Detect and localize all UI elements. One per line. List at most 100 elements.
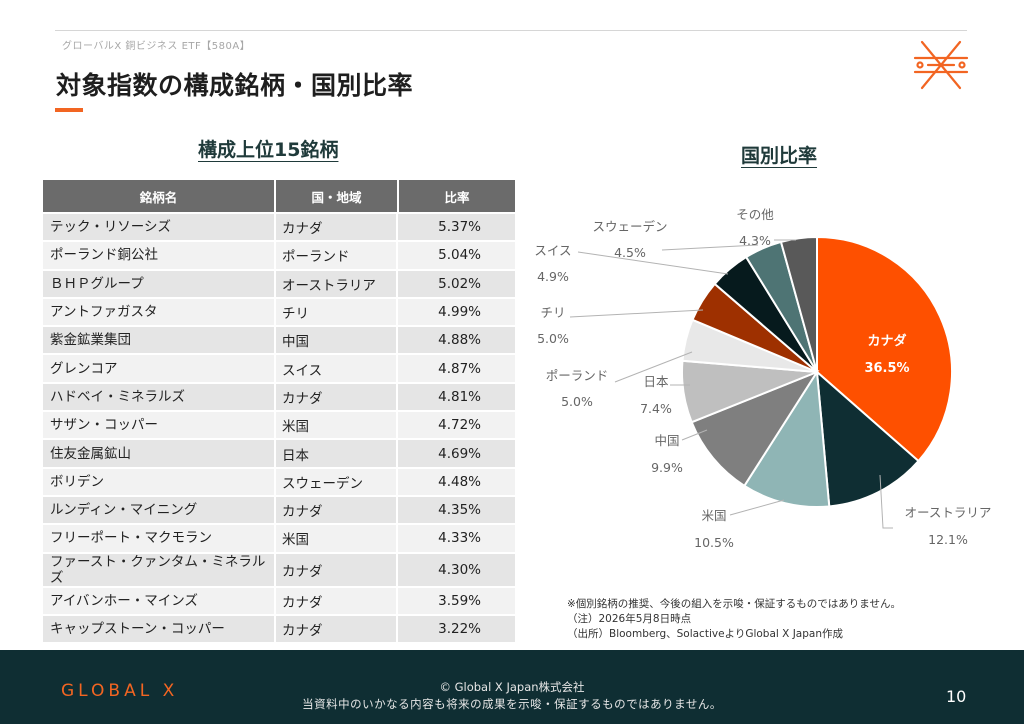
- leader-line: [661, 244, 759, 251]
- fund-name: グローバルX 銅ビジネス ETF【580A】: [62, 41, 251, 52]
- table-row: テック・リソーシズ カナダ 5.37%: [43, 212, 515, 241]
- table-row: ボリデン スウェーデン 4.48%: [43, 466, 515, 495]
- pie-slice: [742, 368, 831, 508]
- stock-weight: 4.87%: [438, 360, 481, 377]
- footer: GLOBAL X © Global X Japan株式会社 当資料中のいかなる内…: [0, 650, 1024, 724]
- slice-value-label: 7.4%: [640, 401, 672, 416]
- table-row: アイバンホー・マインズ カナダ 3.59%: [43, 585, 515, 614]
- leader-line: [569, 309, 704, 318]
- stock-weight: 4.88%: [438, 332, 481, 349]
- stock-name: アイバンホー・マインズ: [43, 587, 276, 614]
- column-header-name: 銘柄名: [43, 180, 277, 212]
- slice-label: スイス: [534, 243, 571, 258]
- slice-label: 日本: [643, 374, 669, 389]
- global-x-logo-icon: [913, 40, 969, 90]
- slice-value-label: 9.9%: [651, 460, 683, 475]
- slice-label: 米国: [701, 508, 726, 523]
- table-row: ハドベイ・ミネラルズ カナダ 4.81%: [43, 381, 515, 411]
- stock-weight: 4.33%: [438, 530, 481, 547]
- chart-title: 国別比率: [741, 145, 818, 167]
- table-row: サザン・コッパー 米国 4.72%: [43, 410, 515, 439]
- stock-country: チリ: [276, 298, 398, 326]
- stock-name: ポーランド銅公社: [43, 242, 276, 269]
- stock-weight: 4.81%: [438, 388, 481, 405]
- table-row: ＢＨＰグループ オーストラリア 5.02%: [43, 268, 515, 297]
- stock-name: キャップストーン・コッパー: [43, 615, 276, 643]
- stock-country: スイス: [276, 355, 398, 382]
- title-accent-bar: [55, 108, 83, 112]
- stock-country: カナダ: [276, 615, 398, 643]
- stock-name: アントファガスタ: [43, 298, 276, 326]
- slice-label: スウェーデン: [592, 219, 667, 234]
- constituents-table: 銘柄名 国・地域 比率 テック・リソーシズ カナダ 5.37% ポーランド銅公社…: [43, 180, 515, 643]
- table-row: 紫金鉱業集団 中国 4.88%: [43, 325, 515, 354]
- stock-weight: 4.69%: [438, 445, 481, 462]
- slice-value-label: 4.9%: [537, 269, 569, 284]
- stock-country: ポーランド: [276, 242, 398, 269]
- stock-weight: 5.02%: [438, 275, 481, 292]
- table-row: 住友金属鉱山 日本 4.69%: [43, 438, 515, 467]
- slice-value-label: 10.5%: [694, 535, 734, 550]
- slice-label: チリ: [540, 305, 565, 320]
- table-row: ルンディン・マイニング カナダ 4.35%: [43, 494, 515, 524]
- slice-value-label: 5.0%: [561, 394, 593, 409]
- table-row: ポーランド銅公社 ポーランド 5.04%: [43, 240, 515, 269]
- table-row: フリーポート・マクモラン 米国 4.33%: [43, 523, 515, 552]
- stock-name: グレンコア: [43, 355, 276, 382]
- table-row: グレンコア スイス 4.87%: [43, 353, 515, 382]
- stock-country: 米国: [276, 525, 398, 552]
- leader-line: [614, 351, 693, 383]
- stock-weight: 4.35%: [438, 502, 481, 519]
- stock-country: カナダ: [276, 383, 398, 411]
- leader-line: [577, 251, 729, 275]
- stock-name: ファースト・クァンタム・ミネラルズ: [43, 553, 276, 586]
- stock-name: ＢＨＰグループ: [43, 270, 276, 297]
- slice-label: オーストラリア: [905, 505, 992, 520]
- column-header-country: 国・地域: [276, 180, 399, 212]
- stock-name: ハドベイ・ミネラルズ: [43, 383, 276, 411]
- table-title: 構成上位15銘柄: [198, 139, 339, 161]
- stock-weight: 4.72%: [438, 417, 481, 434]
- stock-weight: 4.30%: [438, 561, 481, 578]
- stock-country: オーストラリア: [276, 270, 398, 297]
- chart-notes: ※個別銘柄の推奨、今後の組入を示唆・保証するものではありません。 （注）2026…: [567, 597, 901, 642]
- top-rule: [55, 30, 967, 31]
- note-date: （注）2026年5月8日時点: [567, 613, 692, 625]
- slice-label: その他: [736, 207, 774, 222]
- stock-name: 住友金属鉱山: [43, 440, 276, 467]
- pie-slice: [815, 369, 920, 508]
- stock-country: スウェーデン: [276, 468, 398, 495]
- stock-country: 日本: [276, 440, 398, 467]
- stock-country: 中国: [276, 327, 398, 354]
- stock-name: ルンディン・マイニング: [43, 496, 276, 524]
- stock-weight: 4.48%: [438, 473, 481, 490]
- stock-country: カナダ: [276, 587, 398, 614]
- stock-weight: 3.22%: [438, 621, 481, 637]
- stock-weight: 3.59%: [438, 592, 481, 609]
- table-row: ファースト・クァンタム・ミネラルズ カナダ 4.30%: [43, 551, 515, 586]
- stock-name: フリーポート・マクモラン: [43, 525, 276, 552]
- leader-line: [729, 499, 785, 516]
- pie-slice: [779, 235, 818, 373]
- note-source: （出所）Bloomberg、SolactiveよりGlobal X Japan作…: [567, 628, 843, 640]
- stock-weight: 5.37%: [438, 219, 481, 236]
- slice-label: ポーランド: [546, 368, 609, 383]
- table-header-row: 銘柄名 国・地域 比率: [43, 180, 515, 212]
- stock-country: カナダ: [276, 214, 398, 241]
- slice-value-label: 12.1%: [928, 532, 968, 547]
- stock-name: 紫金鉱業集団: [43, 327, 276, 354]
- page-title: 対象指数の構成銘柄・国別比率: [56, 71, 414, 100]
- column-header-weight: 比率: [444, 189, 470, 205]
- slice-value-label: 4.3%: [739, 233, 771, 248]
- stock-name: テック・リソーシズ: [43, 214, 276, 241]
- table-row: キャップストーン・コッパー カナダ 3.22%: [43, 613, 515, 643]
- slice-value-label: 5.0%: [537, 331, 569, 346]
- note-disclaimer: ※個別銘柄の推奨、今後の組入を示唆・保証するものではありません。: [567, 598, 901, 610]
- footer-logo: GLOBAL X: [61, 681, 179, 701]
- table-row: アントファガスタ チリ 4.99%: [43, 296, 515, 326]
- pie-slice: [690, 369, 820, 488]
- stock-country: カナダ: [276, 496, 398, 524]
- footer-disclaimer: 当資料中のいかなる内容も将来の成果を示唆・保証するものではありません。: [302, 697, 722, 711]
- stock-name: サザン・コッパー: [43, 412, 276, 439]
